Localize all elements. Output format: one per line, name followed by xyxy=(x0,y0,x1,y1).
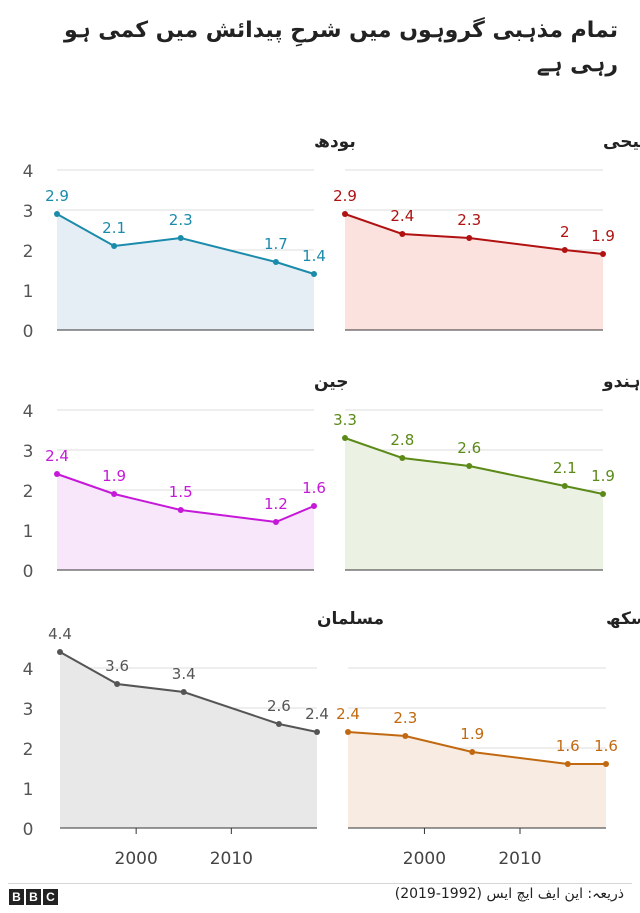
data-label: 2 xyxy=(560,223,570,241)
data-label: 1.9 xyxy=(460,725,484,743)
y-tick-label: 2 xyxy=(23,482,34,502)
logo-letter: B xyxy=(9,889,24,905)
data-label: 1.5 xyxy=(169,483,193,501)
data-point xyxy=(600,491,606,497)
logo-letter: C xyxy=(43,889,58,905)
data-label: 2.6 xyxy=(267,697,291,715)
data-point xyxy=(402,733,409,739)
data-label: 1.2 xyxy=(264,495,288,513)
data-label: 1.9 xyxy=(591,467,615,485)
series-area xyxy=(57,214,314,330)
data-point xyxy=(399,231,406,237)
data-point xyxy=(111,243,118,249)
data-point xyxy=(180,689,187,695)
y-tick-label: 2 xyxy=(23,242,34,262)
data-point xyxy=(272,519,279,525)
data-point xyxy=(311,503,317,509)
y-tick-label: 1 xyxy=(23,780,34,800)
data-point xyxy=(466,235,473,241)
series-area xyxy=(57,474,314,570)
y-tick-label: 3 xyxy=(23,442,34,462)
y-tick-label: 1 xyxy=(23,282,34,302)
data-point xyxy=(342,435,348,441)
data-label: 1.6 xyxy=(302,479,326,497)
data-label: 1.4 xyxy=(302,247,326,265)
data-point xyxy=(111,491,118,497)
x-tick-label: 2010 xyxy=(498,849,541,869)
data-label: 1.9 xyxy=(591,227,615,245)
data-point xyxy=(345,729,351,735)
series-area xyxy=(348,732,606,828)
data-label: 2.1 xyxy=(553,459,577,477)
x-tick-label: 2000 xyxy=(115,849,158,869)
data-label: 2.9 xyxy=(45,187,69,205)
data-label: 1.6 xyxy=(556,737,580,755)
data-label: 3.3 xyxy=(333,411,357,429)
y-tick-label: 0 xyxy=(23,322,34,342)
data-label: 2.8 xyxy=(390,431,414,449)
data-label: 3.4 xyxy=(172,665,196,683)
data-point xyxy=(342,211,348,217)
series-area xyxy=(60,652,317,828)
panel-title-left: بودھ xyxy=(314,132,356,152)
data-point xyxy=(561,247,568,253)
y-tick-label: 3 xyxy=(23,202,34,222)
data-label: 3.6 xyxy=(105,657,129,675)
data-point xyxy=(600,251,606,257)
logo-letter: B xyxy=(26,889,41,905)
panel-title-right: ہندو xyxy=(602,372,640,392)
data-point xyxy=(466,463,473,469)
bbc-logo: B B C xyxy=(9,889,58,905)
data-point xyxy=(54,471,60,477)
data-point xyxy=(564,761,571,767)
data-label: 2.4 xyxy=(45,447,69,465)
data-label: 2.9 xyxy=(333,187,357,205)
data-point xyxy=(177,507,184,513)
footer-divider xyxy=(8,883,632,884)
data-point xyxy=(311,271,317,277)
data-label: 4.4 xyxy=(48,625,72,643)
x-tick-label: 2010 xyxy=(210,849,253,869)
data-label: 2.4 xyxy=(336,705,360,723)
y-tick-label: 4 xyxy=(23,162,34,182)
data-point xyxy=(561,483,568,489)
data-label: 2.3 xyxy=(169,211,193,229)
y-tick-label: 4 xyxy=(23,402,34,422)
data-label: 2.4 xyxy=(390,207,414,225)
series-area xyxy=(345,438,603,570)
panel-title-left: جین xyxy=(314,372,349,392)
data-label: 2.3 xyxy=(393,709,417,727)
data-point xyxy=(399,455,406,461)
data-label: 1.7 xyxy=(264,235,288,253)
y-tick-label: 2 xyxy=(23,740,34,760)
data-label: 1.9 xyxy=(102,467,126,485)
chart-title: تمام مذہبی گروہوں میں شرحِ پیدائش میں کم… xyxy=(63,18,618,77)
y-tick-label: 4 xyxy=(23,660,34,680)
y-tick-label: 0 xyxy=(23,820,34,840)
y-tick-label: 0 xyxy=(23,562,34,582)
series-area xyxy=(345,214,603,330)
panel-title-left: مسلمان xyxy=(317,609,384,629)
data-label: 2.6 xyxy=(457,439,481,457)
source-note: ذریعہ: این ایف ایچ ایس (1992-2019) xyxy=(394,886,624,902)
x-tick-label: 2000 xyxy=(403,849,446,869)
data-label: 2.3 xyxy=(457,211,481,229)
data-point xyxy=(469,749,476,755)
data-label: 2.4 xyxy=(305,705,329,723)
data-point xyxy=(272,259,279,265)
data-label: 1.6 xyxy=(594,737,618,755)
data-point xyxy=(177,235,184,241)
data-point xyxy=(57,649,63,655)
data-point xyxy=(275,721,282,727)
y-tick-label: 1 xyxy=(23,522,34,542)
panel-title-right: مسیحی xyxy=(603,132,640,152)
data-point xyxy=(314,729,320,735)
panel-title-right: سکھ xyxy=(606,609,640,629)
data-point xyxy=(603,761,609,767)
data-label: 2.1 xyxy=(102,219,126,237)
y-tick-label: 3 xyxy=(23,700,34,720)
data-point xyxy=(54,211,60,217)
data-point xyxy=(114,681,121,687)
